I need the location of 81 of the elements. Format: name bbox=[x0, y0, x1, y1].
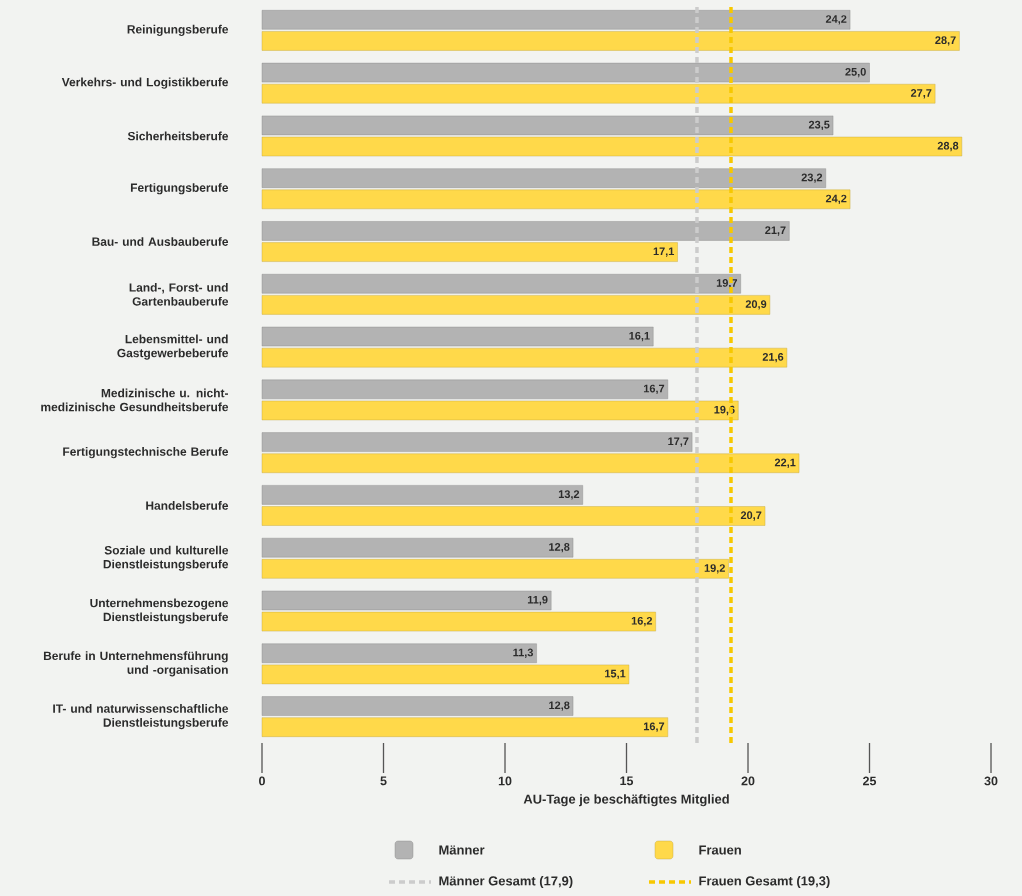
data-label: 22,1 bbox=[774, 458, 796, 468]
data-label: 16,1 bbox=[629, 331, 650, 342]
legend-label: Männer bbox=[439, 845, 485, 855]
data-label: 25,0 bbox=[845, 67, 866, 78]
y-tick-label: Handelsberufe bbox=[146, 501, 229, 510]
y-tick-label: Unternehmensbezogene Dienstleistungsberufe bbox=[90, 598, 229, 624]
x-tick-label: 0 bbox=[259, 776, 265, 786]
data-label: 21,7 bbox=[765, 226, 786, 236]
data-label: 24,2 bbox=[825, 15, 847, 25]
x-tick-label: 25 bbox=[863, 776, 877, 786]
legend-label: Männer Gesamt (17,9) bbox=[439, 875, 573, 889]
y-tick-label: Medizinische u. nicht-medizinische Gesundheitsberufe bbox=[41, 388, 229, 412]
y-tick-label: Soziale und kulturelle Dienstleistungsberufe bbox=[103, 545, 229, 571]
y-tick-label: Land-, Forst- und Gartenbauberufe bbox=[129, 282, 229, 306]
bar bbox=[261, 453, 800, 473]
data-label: 19,2 bbox=[704, 564, 725, 574]
data-label: 28,8 bbox=[937, 141, 959, 152]
legend-label: Frauen Gesamt (19,3) bbox=[699, 875, 830, 889]
data-label: 28,7 bbox=[935, 36, 956, 46]
bar bbox=[261, 189, 851, 209]
data-label: 20,9 bbox=[745, 300, 767, 310]
bar bbox=[261, 115, 834, 136]
bar bbox=[261, 84, 936, 104]
bar bbox=[261, 559, 729, 579]
bar bbox=[261, 136, 963, 157]
data-label: 23,5 bbox=[808, 120, 830, 131]
x-tick-label: 10 bbox=[498, 776, 512, 786]
bar bbox=[261, 506, 766, 526]
bar bbox=[261, 643, 537, 663]
x-tick-label: 30 bbox=[984, 776, 998, 786]
bar bbox=[261, 347, 788, 368]
bar bbox=[261, 611, 656, 632]
bar bbox=[261, 590, 552, 611]
x-axis-title: AU-Tage je beschäftigtes Mitglied bbox=[523, 794, 729, 807]
data-label: 15,1 bbox=[605, 669, 626, 679]
bar bbox=[261, 664, 630, 685]
bar bbox=[261, 10, 851, 30]
data-label: 12,8 bbox=[549, 701, 570, 711]
y-tick-label: Bau- und Ausbauberufe bbox=[92, 237, 229, 246]
data-label: 20,7 bbox=[740, 511, 762, 521]
bar bbox=[261, 62, 870, 83]
bar bbox=[261, 432, 693, 452]
bar bbox=[261, 696, 574, 716]
data-label: 21,6 bbox=[762, 353, 784, 363]
bar bbox=[261, 295, 771, 315]
x-tick-label: 20 bbox=[741, 776, 755, 786]
y-tick-label: Fertigungsberufe bbox=[130, 183, 229, 195]
x-tick-label: 15 bbox=[620, 776, 634, 786]
data-label: 17,1 bbox=[653, 247, 675, 257]
bar bbox=[261, 400, 739, 421]
data-label: 27,7 bbox=[910, 89, 932, 99]
bar bbox=[261, 242, 678, 262]
data-label: 13,2 bbox=[558, 490, 580, 500]
y-tick-label: Reinigungsberufe bbox=[127, 24, 229, 36]
data-label: 17,7 bbox=[668, 437, 689, 447]
x-tick-label: 5 bbox=[380, 776, 387, 786]
y-tick-label: Verkehrs- und Logistikberufe bbox=[61, 77, 229, 89]
y-tick-label: Fertigungstechnische Berufe bbox=[63, 447, 229, 459]
y-tick-label: IT- und naturwissenschaftliche Dienstleistungsberufe bbox=[53, 704, 229, 730]
data-label: 23,2 bbox=[801, 173, 823, 183]
bar bbox=[261, 221, 790, 241]
bar bbox=[261, 31, 960, 51]
legend-label: Frauen bbox=[699, 845, 741, 855]
bar bbox=[261, 326, 654, 347]
bar bbox=[261, 274, 741, 294]
data-label: 11,9 bbox=[527, 595, 548, 606]
data-label: 16,7 bbox=[643, 722, 665, 732]
data-label: 24,2 bbox=[825, 194, 847, 204]
bar bbox=[261, 168, 826, 188]
data-label: 19,7 bbox=[716, 279, 738, 289]
data-label: 12,8 bbox=[549, 543, 570, 553]
y-tick-label: Sicherheitsberufe bbox=[127, 131, 229, 141]
y-tick-label: Berufe in Unternehmensführung und -organisation bbox=[43, 651, 228, 677]
bar bbox=[261, 379, 669, 400]
data-label: 16,2 bbox=[631, 616, 653, 627]
data-label: 11,3 bbox=[513, 648, 533, 658]
bar bbox=[261, 717, 669, 737]
bar bbox=[261, 485, 583, 505]
bar bbox=[261, 537, 574, 558]
y-tick-label: Lebensmittel- und Gastgewerbeberufe bbox=[117, 334, 229, 360]
data-label: 16,7 bbox=[643, 384, 665, 395]
